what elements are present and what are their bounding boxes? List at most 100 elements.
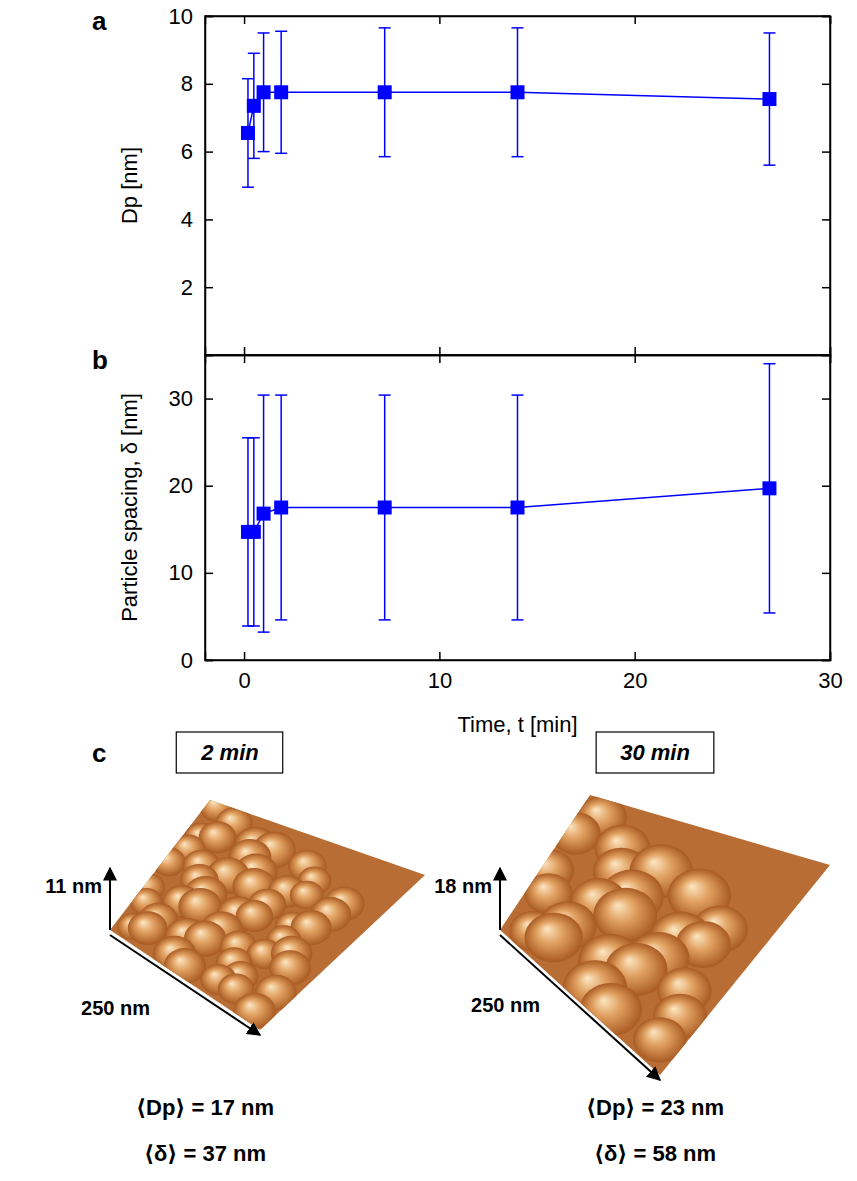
tick-mark	[205, 573, 213, 575]
image-title: 2 min	[200, 740, 258, 765]
tick	[439, 355, 440, 363]
error-cap	[275, 153, 287, 155]
panel-1: 01020300102030Particle spacing, δ [nm]Ti…	[92, 345, 843, 737]
error-bar	[275, 395, 287, 620]
error-cap	[275, 31, 287, 33]
error-cap	[763, 164, 775, 166]
tick: 4	[181, 207, 213, 232]
image-title: 30 min	[620, 740, 690, 765]
axis-line	[206, 356, 214, 661]
tick-mark	[244, 652, 246, 660]
surface-bump	[152, 847, 186, 876]
tick-mark	[634, 355, 636, 363]
axis-line	[206, 652, 831, 661]
surface-bumps	[509, 796, 748, 1063]
tick-mark	[205, 84, 213, 86]
y-axis-right	[822, 17, 831, 356]
panel-c: c11 nm250 nm2 min⟨Dp⟩ = 17 nm⟨δ⟩ = 37 nm…	[45, 732, 830, 1166]
tick-label: 0	[238, 668, 250, 693]
tick	[244, 16, 245, 24]
image-stat: ⟨Dp⟩ = 23 nm	[586, 1095, 724, 1120]
surface-ground	[500, 795, 830, 1075]
axis-line	[206, 17, 831, 25]
tick	[822, 84, 830, 85]
height-label: 11 nm	[45, 875, 102, 897]
plot-frame	[205, 16, 830, 355]
tick: 0	[238, 652, 250, 693]
error-cap	[512, 27, 524, 29]
error-cap	[258, 151, 270, 153]
tick-mark	[244, 355, 246, 363]
tick: 10	[428, 652, 452, 693]
tick-label: 10	[428, 668, 452, 693]
data-point	[274, 85, 288, 99]
tick	[822, 399, 830, 400]
error-cap	[379, 394, 391, 396]
image-stat: ⟨δ⟩ = 37 nm	[144, 1141, 266, 1166]
tick-label: 30	[818, 668, 842, 693]
error-cap	[258, 394, 270, 396]
y-axis-right	[822, 356, 831, 661]
tick-mark	[439, 355, 441, 363]
x-axis-top	[206, 355, 831, 363]
tick-mark	[205, 287, 213, 289]
surface-ground	[110, 800, 425, 1030]
error-cap	[248, 158, 260, 160]
image-stat: ⟨δ⟩ = 58 nm	[594, 1141, 716, 1166]
tick-mark	[244, 16, 246, 24]
error-cap	[242, 78, 254, 80]
error-bar	[242, 79, 254, 187]
error-cap	[512, 619, 524, 621]
surface-bump	[551, 812, 601, 854]
tick-mark	[439, 652, 441, 660]
error-cap	[248, 625, 260, 627]
data-point	[241, 126, 255, 140]
tick-label: 8	[181, 71, 193, 96]
error-bar	[763, 364, 775, 613]
height-arrow	[109, 868, 111, 930]
tick	[635, 355, 636, 363]
width-arrow	[110, 935, 260, 1035]
tick: 2	[181, 275, 213, 300]
plot-frame	[205, 355, 830, 660]
error-cap	[242, 186, 254, 188]
error-bar	[512, 28, 524, 157]
error-cap	[379, 156, 391, 158]
y-axis: 246810	[169, 4, 213, 356]
error-bar	[379, 395, 391, 620]
error-cap	[275, 619, 287, 621]
tick-mark	[822, 485, 830, 487]
error-cap	[379, 27, 391, 29]
surface-bump	[164, 948, 206, 984]
tick: 20	[623, 652, 647, 693]
tick	[635, 347, 636, 355]
error-bar	[258, 33, 270, 152]
tick: 6	[181, 139, 213, 164]
data-point	[762, 481, 776, 495]
axis-line	[206, 17, 214, 356]
surface-bump	[580, 983, 642, 1036]
data-point	[511, 501, 525, 515]
height-label: 18 nm	[434, 875, 492, 897]
error-bar	[248, 438, 260, 626]
error-bar	[258, 395, 270, 632]
panel-letter: a	[92, 6, 107, 36]
tick-mark	[822, 573, 830, 575]
x-axis-title: Time, t [min]	[457, 712, 577, 737]
afm-image: 18 nm250 nm30 min⟨Dp⟩ = 23 nm⟨δ⟩ = 58 nm	[434, 732, 830, 1166]
tick-mark	[205, 485, 213, 487]
error-cap	[763, 363, 775, 365]
axis-line	[206, 356, 831, 364]
plot-area	[241, 364, 776, 632]
plot-area	[241, 28, 776, 187]
image-stat: ⟨Dp⟩ = 17 nm	[136, 1095, 274, 1120]
tick-mark	[822, 84, 830, 86]
tick-label: 4	[181, 207, 193, 232]
tick	[822, 152, 830, 153]
tick-mark	[822, 398, 830, 400]
error-cap	[763, 612, 775, 614]
error-cap	[248, 437, 260, 439]
y-axis-title: Particle spacing, δ [nm]	[117, 393, 142, 622]
x-axis	[206, 347, 831, 356]
tick	[244, 355, 245, 363]
